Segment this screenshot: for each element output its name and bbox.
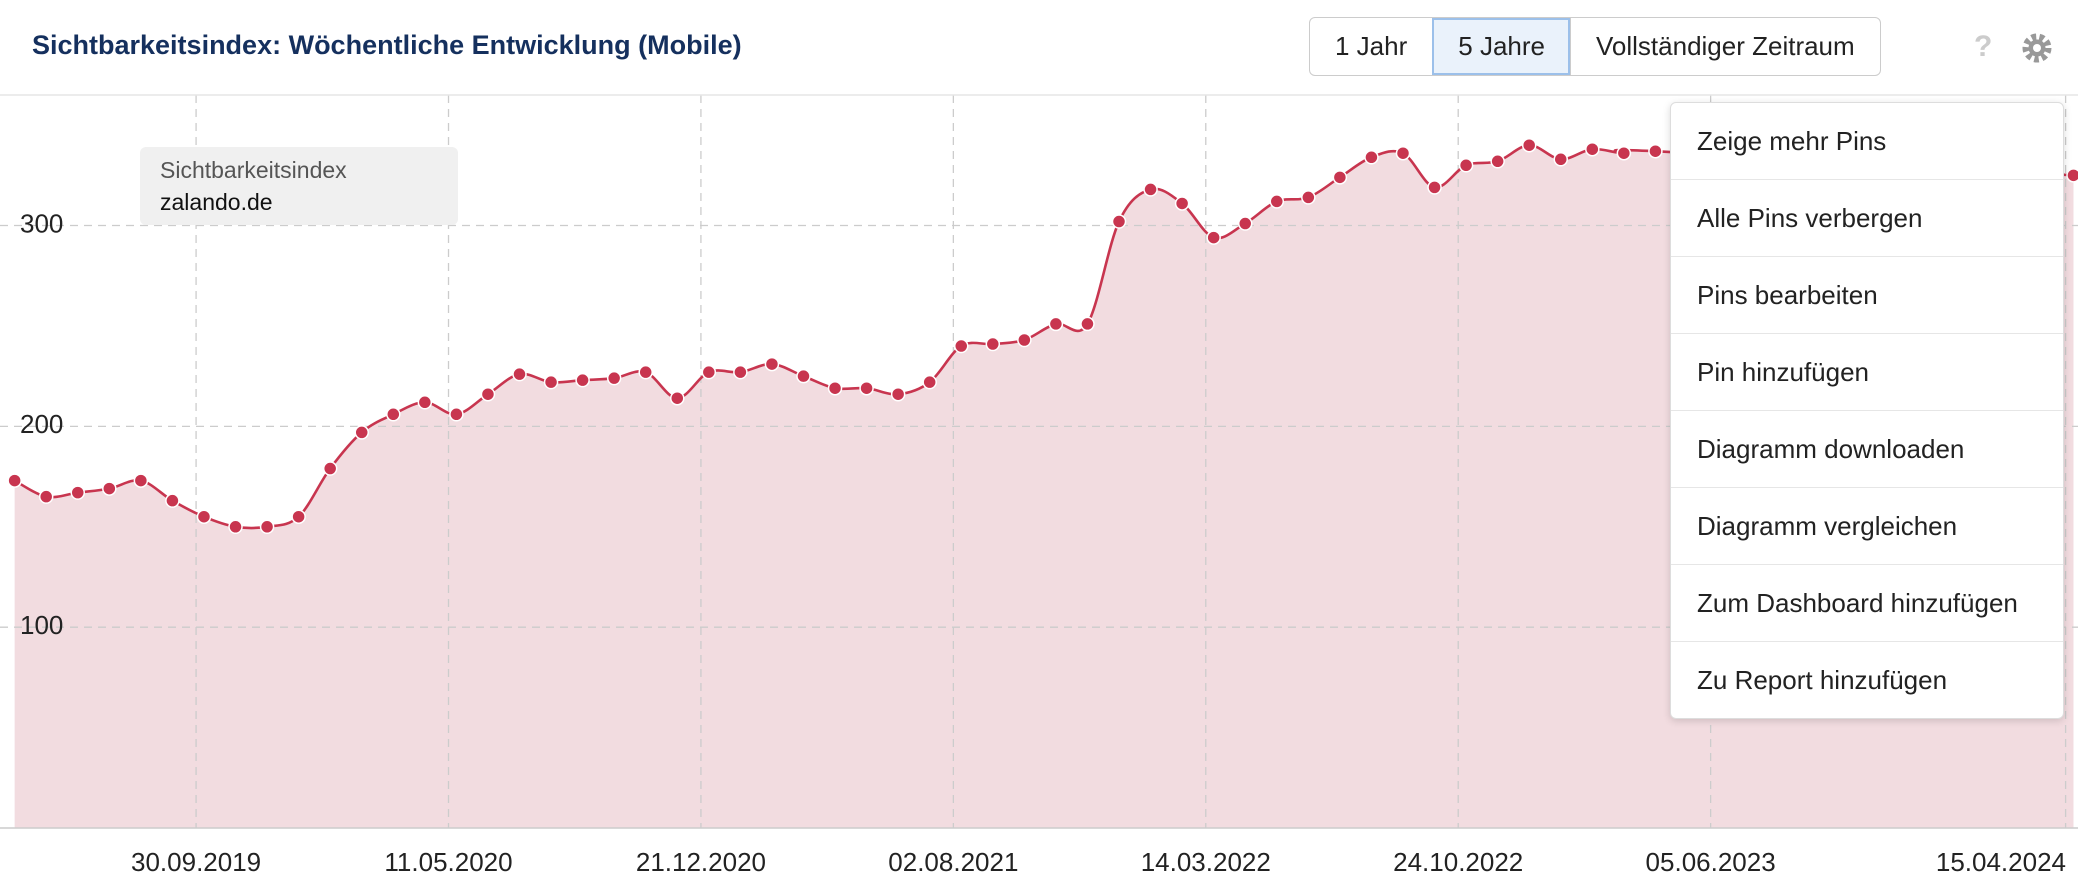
help-icon[interactable]: ? xyxy=(1974,30,1993,63)
menu-item[interactable]: Pins bearbeiten xyxy=(1671,256,2063,333)
point xyxy=(985,336,1001,352)
context-menu: Zeige mehr Pins Alle Pins verbergen Pins b… xyxy=(1670,102,2064,719)
point xyxy=(953,338,969,354)
point xyxy=(102,481,117,496)
point xyxy=(1237,216,1253,231)
point xyxy=(1490,154,1505,169)
point xyxy=(38,489,54,504)
point xyxy=(1553,152,1569,167)
point xyxy=(2066,168,2078,183)
point xyxy=(1458,158,1474,173)
x-tick-label: 14.03.2022 xyxy=(1141,847,1271,877)
point xyxy=(1648,143,1663,159)
point xyxy=(1048,316,1064,332)
y-tick-label: 300 xyxy=(20,208,63,238)
point xyxy=(512,366,527,382)
point xyxy=(1111,214,1127,229)
x-tick-label: 05.06.2023 xyxy=(1646,847,1776,877)
point xyxy=(1174,196,1190,211)
y-tick-label: 200 xyxy=(20,409,63,439)
point xyxy=(1427,180,1442,195)
menu-item[interactable]: Pin hinzufügen xyxy=(1671,333,2063,410)
point xyxy=(1301,190,1316,205)
point xyxy=(1206,230,1221,245)
point xyxy=(354,425,369,440)
point xyxy=(7,473,22,488)
point xyxy=(480,386,496,402)
point xyxy=(1395,145,1411,161)
x-tick-label: 02.08.2021 xyxy=(888,847,1018,877)
point xyxy=(1017,332,1032,348)
x-tick-label: 15.04.2024 xyxy=(1936,847,2066,877)
x-tick-label: 11.05.2020 xyxy=(384,847,512,877)
range-buttons: 1 Jahr 5 Jahre Vollständiger Zeitraum xyxy=(1309,17,1881,76)
point xyxy=(1616,145,1632,161)
point xyxy=(165,493,180,508)
point xyxy=(322,461,338,476)
point xyxy=(1585,141,1600,157)
point xyxy=(228,519,243,535)
point xyxy=(638,364,653,380)
x-tick-label: 24.10.2022 xyxy=(1393,847,1523,877)
point xyxy=(575,372,590,388)
point xyxy=(827,380,843,396)
menu-item[interactable]: Zeige mehr Pins xyxy=(1697,125,1887,156)
x-tick-label: 21.12.2020 xyxy=(636,847,766,877)
point xyxy=(291,509,306,524)
range-button[interactable]: 5 Jahre xyxy=(1432,18,1570,75)
point xyxy=(733,364,748,380)
point xyxy=(764,356,780,372)
range-button[interactable]: 1 Jahr xyxy=(1335,31,1408,61)
legend: Sichtbarkeitsindex zalando.de xyxy=(140,147,458,225)
x-tick-label: 30.09.2019 xyxy=(131,847,261,877)
title: Sichtbarkeitsindex: Wöchentliche Entwick… xyxy=(32,30,742,60)
menu-item[interactable]: Diagramm downloaden xyxy=(1671,410,2063,487)
point xyxy=(1269,194,1285,209)
point xyxy=(859,380,874,396)
legend-title: Sichtbarkeitsindex xyxy=(160,157,347,183)
point xyxy=(1521,137,1537,153)
area xyxy=(14,145,2074,828)
point xyxy=(196,509,212,524)
menu-item[interactable]: Alle Pins verbergen xyxy=(1671,179,2063,256)
point xyxy=(543,374,559,390)
point xyxy=(701,364,717,380)
point xyxy=(890,386,906,402)
y-tick-label: 100 xyxy=(20,610,63,640)
point xyxy=(1143,182,1158,197)
point xyxy=(1364,150,1379,165)
point xyxy=(1080,316,1095,332)
point xyxy=(606,370,622,386)
point xyxy=(796,368,811,384)
legend-entry: zalando.de xyxy=(160,189,273,215)
point xyxy=(70,485,86,500)
point xyxy=(386,407,401,422)
point xyxy=(417,395,433,410)
menu-item[interactable]: Zum Dashboard hinzufügen xyxy=(1671,564,2063,641)
range-button[interactable]: Vollständiger Zeitraum xyxy=(1570,18,1880,75)
point xyxy=(922,374,937,390)
point xyxy=(1332,170,1348,185)
menu-item[interactable]: Zu Report hinzufügen xyxy=(1671,641,2063,718)
menu-item[interactable]: Diagramm vergleichen xyxy=(1671,487,2063,564)
point xyxy=(670,390,685,406)
point xyxy=(259,519,275,535)
point xyxy=(133,473,149,488)
point xyxy=(449,407,464,422)
